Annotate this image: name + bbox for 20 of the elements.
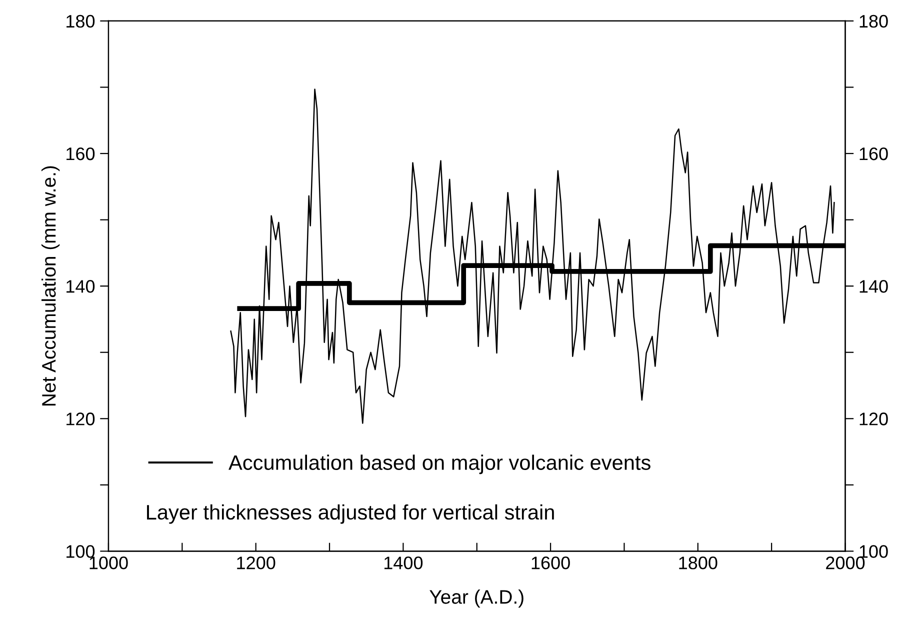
y2-tick-label: 100 xyxy=(860,545,888,558)
y-axis-title: Net Accumulation (mm w.e.) xyxy=(41,166,60,406)
y2-tick-label: 180 xyxy=(860,14,888,28)
x-tick-label: 1000 xyxy=(90,556,128,570)
y2-tick-label: 120 xyxy=(860,412,888,426)
x-tick-label: 1600 xyxy=(532,556,570,570)
y-tick-label: 140 xyxy=(66,280,95,293)
y2-tick-label: 140 xyxy=(860,280,888,293)
x-tick-label: 1800 xyxy=(679,556,718,570)
legend-label: Accumulation based on major volcanic events xyxy=(228,454,650,474)
x-tick-label: 1200 xyxy=(237,556,276,570)
x-tick-label: 1400 xyxy=(384,556,423,570)
x-axis-title: Year (A.D.) xyxy=(430,590,524,608)
x-tick-label: 2000 xyxy=(826,556,865,570)
y-tick-label: 100 xyxy=(66,545,95,558)
y-tick-label: 160 xyxy=(66,147,95,160)
y-tick-label: 120 xyxy=(66,412,95,426)
annotation: Layer thicknesses adjusted for vertical strain xyxy=(147,504,554,524)
y2-tick-label: 160 xyxy=(860,147,888,160)
y-tick-label: 180 xyxy=(66,14,95,28)
